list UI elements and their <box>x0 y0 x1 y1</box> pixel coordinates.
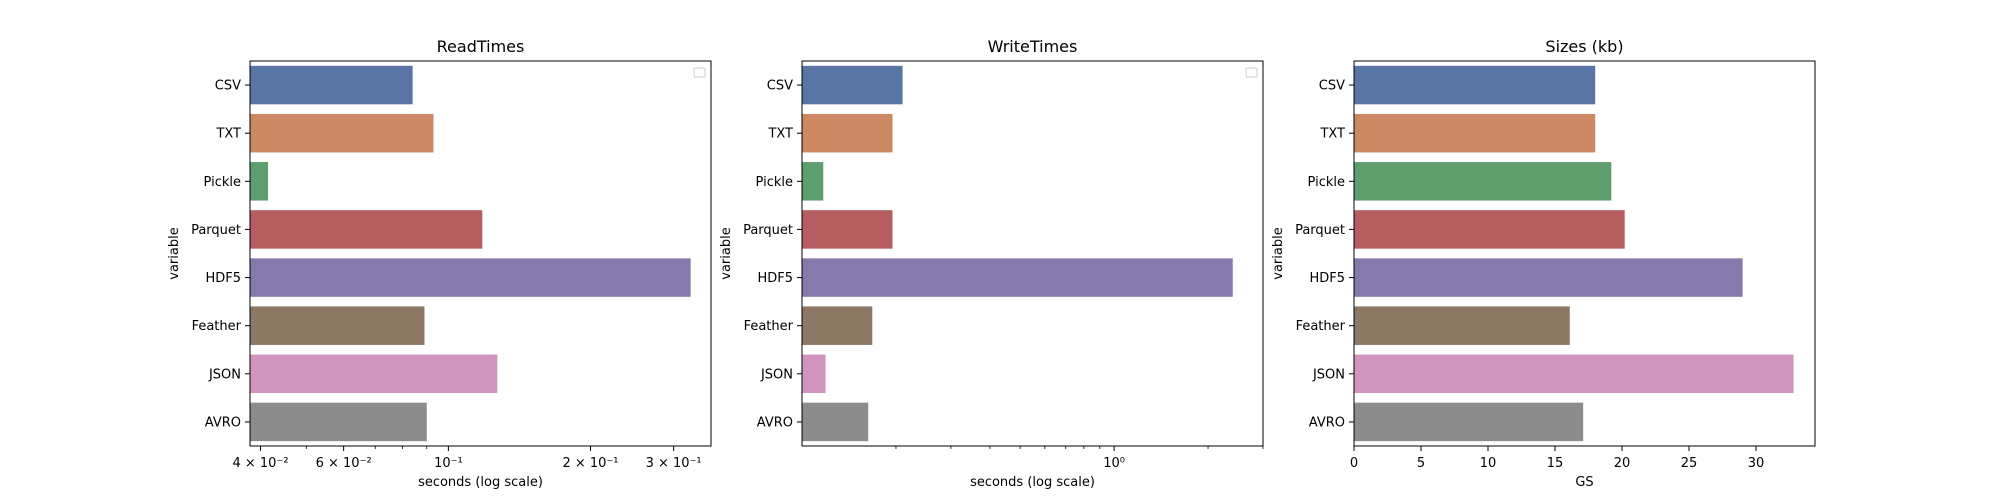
y-tick-label: CSV <box>1319 79 1345 94</box>
y-axis-label: variable <box>1271 227 1286 279</box>
x-axis-label: seconds (log scale) <box>418 475 543 490</box>
axes-frame <box>801 60 1264 447</box>
bar-feather <box>250 306 425 345</box>
y-tick-label: TXT <box>767 127 793 142</box>
bar-avro <box>1354 402 1584 442</box>
y-tick-label: Parquet <box>743 223 793 238</box>
x-tick-label: 10⁰ <box>1103 456 1125 471</box>
bar-pickle <box>802 162 824 201</box>
bar-pickle <box>1354 162 1612 201</box>
chart-title: WriteTimes <box>988 37 1078 56</box>
y-tick-label: Pickle <box>204 175 241 190</box>
bar-feather <box>1354 306 1570 345</box>
bar-txt <box>1354 113 1596 153</box>
bar-avro <box>250 402 427 442</box>
bar-feather <box>802 306 873 345</box>
y-axis-label: variable <box>719 227 734 279</box>
bar-txt <box>250 113 434 153</box>
bar-hdf5 <box>1354 258 1743 297</box>
x-tick-label: 25 <box>1681 456 1698 471</box>
x-axis-label: seconds (log scale) <box>970 475 1095 490</box>
bar-hdf5 <box>250 258 691 297</box>
bar-txt <box>802 113 893 153</box>
bar-json <box>802 354 826 394</box>
chart-panel-3: CSV TXT Pickle Parquet HDF5 Feather JSON AVRO 0 5… <box>1271 37 1816 490</box>
y-tick-label: CSV <box>215 79 241 94</box>
x-tick-label: 6 × 10⁻² <box>316 456 372 471</box>
bar-parquet <box>1354 210 1625 249</box>
bar-avro <box>802 402 869 442</box>
x-tick-label: 2 × 10⁻¹ <box>562 456 618 471</box>
y-tick-label: HDF5 <box>1309 271 1345 286</box>
y-axis-label: variable <box>167 227 182 279</box>
bar-csv <box>250 65 413 105</box>
x-tick-label: 0 <box>1350 456 1358 471</box>
y-tick-label: Parquet <box>1295 223 1345 238</box>
x-tick-label: 15 <box>1547 456 1564 471</box>
legend-box <box>1245 67 1258 78</box>
y-tick-label: JSON <box>1312 367 1345 382</box>
bar-parquet <box>802 210 893 249</box>
x-tick-label: 3 × 10⁻¹ <box>646 456 702 471</box>
bar-csv <box>802 65 903 105</box>
y-tick-label: TXT <box>1319 127 1345 142</box>
bar-json <box>1354 354 1794 394</box>
y-tick-label: Parquet <box>191 223 241 238</box>
y-tick-label: JSON <box>208 367 241 382</box>
x-tick-label: 4 × 10⁻² <box>232 456 288 471</box>
x-tick-label: 10⁻¹ <box>434 456 463 471</box>
chart-title: ReadTimes <box>437 37 525 56</box>
x-tick-label: 10 <box>1480 456 1497 471</box>
bar-json <box>250 354 498 394</box>
y-tick-label: Pickle <box>1308 175 1345 190</box>
y-tick-label: AVRO <box>205 415 241 430</box>
bar-pickle <box>250 162 269 201</box>
y-tick-label: Feather <box>1296 319 1346 334</box>
y-tick-label: Feather <box>744 319 794 334</box>
y-tick-label: JSON <box>760 367 793 382</box>
bar-parquet <box>250 210 483 249</box>
axes-frame <box>1353 60 1816 447</box>
chart-panel-2: CSV TXT Pickle Parquet HDF5 Feather JSON AVRO 10… <box>719 37 1264 490</box>
x-tick-label: 20 <box>1614 456 1631 471</box>
y-tick-label: HDF5 <box>757 271 793 286</box>
bar-csv <box>1354 65 1596 105</box>
y-tick-label: TXT <box>215 127 241 142</box>
axes-frame <box>249 60 712 447</box>
y-tick-label: HDF5 <box>205 271 241 286</box>
y-tick-label: Pickle <box>756 175 793 190</box>
chart-title: Sizes (kb) <box>1545 37 1623 56</box>
y-tick-label: AVRO <box>757 415 793 430</box>
x-tick-label: 5 <box>1417 456 1425 471</box>
y-tick-label: AVRO <box>1309 415 1345 430</box>
x-tick-label: 30 <box>1748 456 1765 471</box>
legend-box <box>693 67 706 78</box>
y-tick-label: Feather <box>192 319 242 334</box>
y-tick-label: CSV <box>767 79 793 94</box>
bar-hdf5 <box>802 258 1233 297</box>
x-axis-label: GS <box>1575 475 1593 490</box>
chart-panel-1: CSV TXT Pickle Parquet HDF5 Feather JSON AVRO 4 … <box>167 37 712 490</box>
